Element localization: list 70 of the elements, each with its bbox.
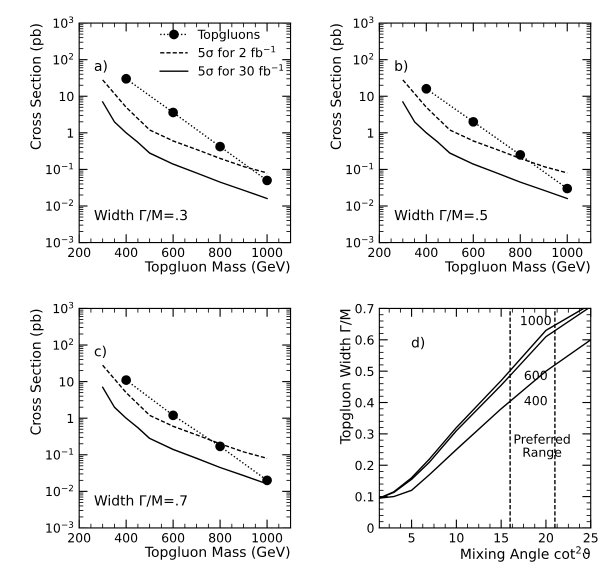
x-axis-title: Topgluon Mass (GeV) [445, 260, 590, 274]
y-axis-title: Topgluon Width Γ/M [340, 310, 354, 444]
y-tick-label: 10$^{−2}$ [346, 199, 374, 211]
y-axis-title: Cross Section (pb) [30, 24, 44, 150]
annotation: b) [395, 60, 408, 73]
y-tick-label: 1 [368, 128, 374, 138]
x-tick-label: 25 [584, 533, 598, 542]
x-axis-title: Topgluon Mass (GeV) [144, 260, 290, 274]
annotation: d) [412, 336, 424, 350]
annotation: 400 [524, 396, 547, 406]
x-tick-label: 600 [162, 248, 184, 258]
y-tick-label: 0.1 [355, 492, 374, 502]
annotation: Preferred Range [514, 434, 570, 460]
y-tick-label: 10$^{−3}$ [46, 521, 74, 533]
y-tick-label: 10$^{−3}$ [346, 236, 374, 248]
x-tick-label: 15 [494, 533, 508, 542]
y-tick-label: 10$^{3}$ [354, 16, 374, 28]
y-axis-title: Cross Section (pb) [330, 24, 344, 150]
y-tick-label: 10$^{−2}$ [46, 484, 73, 496]
x-tick-label: 1000 [252, 533, 282, 542]
y-tick-label: 10$^{3}$ [54, 302, 74, 314]
y-tick-label: 10$^{2}$ [54, 338, 74, 350]
y-axis-title: Cross Section (pb) [30, 310, 44, 435]
annotation: a) [94, 60, 107, 73]
y-tick-label: 10$^{−3}$ [46, 236, 74, 248]
y-tick-label: 0.4 [355, 398, 374, 408]
x-tick-label: 400 [415, 248, 438, 258]
x-tick-label: 1000 [552, 248, 582, 258]
y-tick-label: 10$^{−2}$ [46, 199, 73, 211]
y-tick-label: 10$^{−1}$ [46, 162, 74, 174]
annotation: 1000 [521, 316, 551, 326]
x-tick-label: 800 [509, 248, 532, 258]
annotation: Width Γ/M=.3 [94, 210, 187, 222]
y-tick-label: 1 [68, 414, 74, 423]
y-tick-label: 0.7 [355, 304, 374, 314]
x-tick-label: 600 [162, 533, 184, 542]
x-tick-label: 800 [209, 533, 232, 542]
y-tick-label: 0 [367, 523, 374, 533]
x-tick-label: 20 [538, 533, 554, 542]
y-tick-label: 1 [68, 128, 74, 138]
legend-label: 5σ for 30 fb$^{−1}$ [198, 64, 284, 76]
annotation: c) [94, 346, 106, 358]
x-tick-label: 400 [114, 248, 138, 258]
y-tick-label: 10$^{−1}$ [346, 162, 374, 174]
y-tick-label: 10$^{−1}$ [46, 448, 74, 460]
legend-label: Topgluons [198, 29, 260, 42]
y-tick-label: 0.2 [355, 460, 374, 470]
y-tick-label: 0.3 [355, 429, 374, 439]
annotation: Width Γ/M=.5 [394, 210, 487, 222]
legend-label: 5σ for 2 fb$^{−1}$ [198, 46, 276, 58]
x-tick-label: 800 [209, 248, 232, 258]
x-tick-label: 5 [408, 533, 414, 542]
x-axis-title: Topgluon Mass (GeV) [144, 546, 290, 560]
annotation: Width Γ/M=.7 [94, 494, 187, 507]
x-tick-label: 10 [450, 533, 464, 542]
x-tick-label: 200 [68, 533, 90, 542]
x-tick-label: 400 [114, 533, 138, 542]
y-tick-label: 10 [60, 377, 74, 387]
x-tick-label: 200 [68, 248, 90, 258]
y-tick-label: 10 [360, 92, 374, 102]
x-tick-label: 1000 [252, 248, 282, 258]
x-tick-label: 200 [368, 248, 390, 258]
y-tick-label: 10$^{2}$ [54, 53, 74, 64]
y-tick-label: 0.5 [355, 366, 374, 376]
y-tick-label: 0.6 [355, 335, 374, 345]
y-tick-label: 10$^{3}$ [54, 16, 74, 28]
x-tick-label: 600 [462, 248, 484, 258]
y-tick-label: 10$^{2}$ [354, 53, 374, 64]
x-axis-title: Mixing Angle cot$^{2}$ϑ [461, 546, 590, 562]
y-tick-label: 10 [60, 92, 74, 102]
